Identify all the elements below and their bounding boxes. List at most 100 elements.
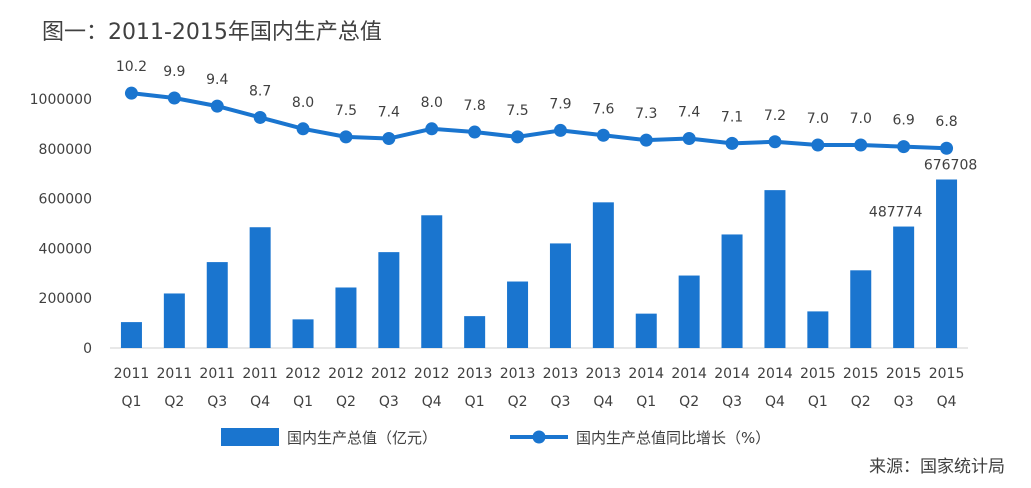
x-tick-label-quarter: Q3 [894,394,914,410]
x-tick-label-quarter: Q3 [550,394,570,410]
x-tick-label-year: 2013 [457,366,493,382]
x-tick-label-quarter: Q2 [164,394,184,410]
bar [507,281,529,348]
x-tick-label-year: 2014 [714,366,750,382]
bar [850,270,872,348]
growth-rate-label: 7.4 [378,105,400,121]
y-tick-label: 600000 [39,192,92,208]
x-tick-label-year: 2012 [414,366,450,382]
bar [807,311,829,348]
bar [936,179,958,348]
growth-point [468,125,482,139]
bar-value-label: 487774 [869,205,923,221]
x-tick-label-year: 2011 [242,366,278,382]
growth-rate-label: 7.8 [464,98,486,114]
growth-rate-label: 8.0 [292,95,314,111]
x-tick-label-quarter: Q2 [508,394,528,410]
growth-rate-label: 7.9 [549,96,571,112]
growth-rate-label: 8.7 [249,83,271,99]
bar [206,262,228,348]
growth-point [811,138,825,152]
x-tick-label-year: 2015 [843,366,879,382]
growth-point [167,91,181,105]
growth-rate-label: 7.3 [635,106,657,122]
growth-point [339,130,353,144]
x-tick-label-quarter: Q1 [465,394,485,410]
bar-series [120,179,958,348]
x-tick-label-year: 2011 [114,366,150,382]
x-tick-label-quarter: Q4 [422,394,442,410]
growth-point [382,132,396,146]
growth-rate-label: 7.0 [850,111,872,127]
bar [120,322,142,348]
x-tick-label-quarter: Q2 [336,394,356,410]
x-tick-label-year: 2014 [671,366,707,382]
x-tick-label-year: 2014 [757,366,793,382]
bar [335,287,357,348]
growth-point [596,128,610,142]
x-tick-label-quarter: Q1 [808,394,828,410]
growth-line [131,91,947,151]
growth-point [682,132,696,146]
y-tick-label: 200000 [39,291,92,307]
growth-point [210,99,224,113]
bar [464,316,486,348]
data-labels: 487774 676708 10.2 9.9 9.4 8.7 8.0 7.5 7.4 8.0 7.8… [116,59,977,220]
growth-rate-label: 7.5 [335,103,357,119]
bar [249,227,271,348]
x-tick-label-quarter: Q4 [937,394,957,410]
legend-line-marker [532,430,546,444]
x-tick-label-quarter: Q3 [207,394,227,410]
x-tick-label-quarter: Q1 [293,394,313,410]
x-tick-label-year: 2013 [500,366,536,382]
growth-rate-label: 7.1 [721,109,743,125]
growth-rate-label: 7.2 [764,108,786,124]
bar [421,215,443,348]
x-tick-label-quarter: Q4 [765,394,785,410]
bar [292,319,314,348]
growth-rate-label: 7.0 [807,111,829,127]
x-tick-label-quarter: Q4 [250,394,270,410]
x-tick-label-year: 2011 [199,366,235,382]
legend: 国内生产总值（亿元） 国内生产总值同比增长（%） [221,428,770,447]
growth-rate-label: 7.4 [678,105,700,121]
x-tick-label-quarter: Q1 [121,394,141,410]
bar [378,252,400,348]
bar [678,275,700,348]
y-tick-label: 0 [83,341,92,357]
growth-rate-label: 9.4 [206,72,228,88]
growth-rate-label: 8.0 [421,95,443,111]
growth-point [940,141,954,155]
x-tick-label-year: 2015 [886,366,922,382]
bar [721,234,743,348]
growth-rate-label: 7.5 [506,103,528,119]
axes: 0 200000 400000 600000 800000 1000000 2011 Q1 20… [30,92,968,410]
bar [893,226,915,348]
growth-point [296,122,310,136]
growth-point [553,123,567,137]
x-tick-label-year: 2015 [800,366,836,382]
growth-point [768,135,782,149]
chart-title: 图一：2011-2015年国内生产总值 [42,20,382,45]
x-tick-label-quarter: Q2 [679,394,699,410]
x-tick-label-year: 2014 [628,366,664,382]
x-tick-label-quarter: Q3 [379,394,399,410]
x-tick-label-year: 2011 [157,366,193,382]
growth-point [854,138,868,152]
growth-point [897,140,911,154]
y-tick-label: 400000 [39,241,92,257]
x-tick-label-year: 2012 [328,366,364,382]
line-series [124,86,954,155]
x-tick-label-quarter: Q4 [593,394,613,410]
x-tick-label-quarter: Q1 [636,394,656,410]
growth-rate-label: 7.6 [592,101,614,117]
growth-point [253,110,267,124]
bar [549,243,571,348]
x-tick-label-year: 2015 [929,366,965,382]
bar [635,313,657,348]
growth-point [124,86,138,100]
x-tick-label-year: 2013 [586,366,622,382]
bar [592,202,614,348]
x-tick-label-quarter: Q3 [722,394,742,410]
